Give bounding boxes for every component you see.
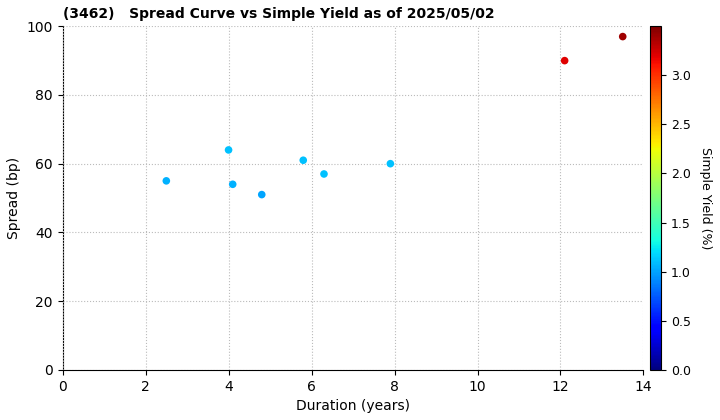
Point <box>161 178 172 184</box>
Y-axis label: Spread (bp): Spread (bp) <box>7 157 21 239</box>
Point <box>559 57 570 64</box>
Y-axis label: Simple Yield (%): Simple Yield (%) <box>698 147 711 249</box>
Point <box>222 147 234 153</box>
Point <box>617 33 629 40</box>
Point <box>384 160 396 167</box>
Point <box>318 171 330 177</box>
Point <box>256 191 268 198</box>
Text: (3462)   Spread Curve vs Simple Yield as of 2025/05/02: (3462) Spread Curve vs Simple Yield as o… <box>63 7 494 21</box>
X-axis label: Duration (years): Duration (years) <box>296 399 410 413</box>
Point <box>297 157 309 164</box>
Point <box>227 181 238 188</box>
